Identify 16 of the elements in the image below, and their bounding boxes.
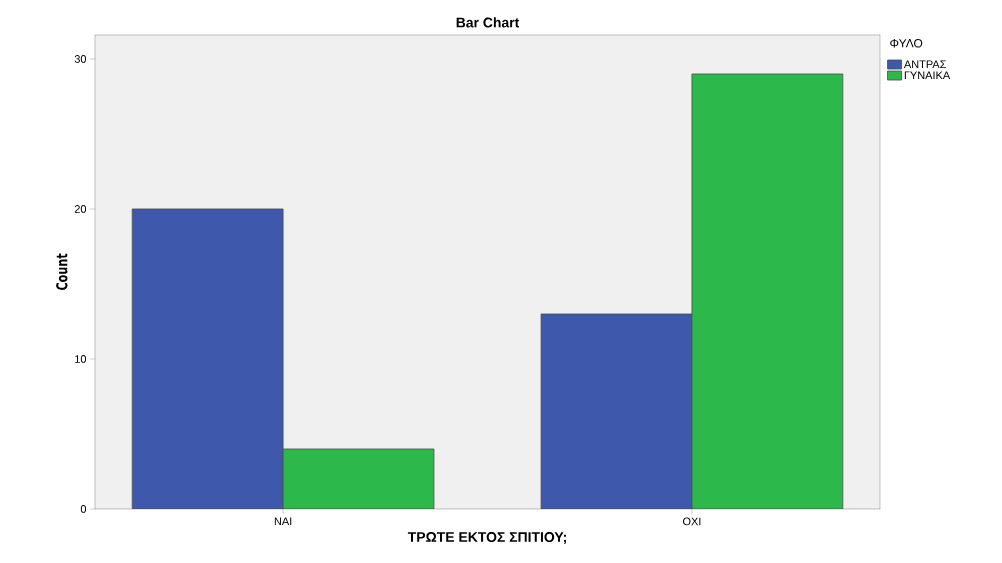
bar bbox=[282, 448, 435, 509]
legend-label: ΑΝΤΡΑΣ bbox=[903, 60, 946, 69]
bar bbox=[540, 313, 693, 509]
y-tick-label: 10 bbox=[75, 355, 87, 363]
chart-title: Bar Chart bbox=[456, 17, 520, 28]
x-tick-label: ΝΑΙ bbox=[274, 517, 292, 526]
legend-label: ΓΥΝΑΙΚΑ bbox=[904, 71, 951, 80]
x-axis-title: ΤΡΩΤΕ ΕΚΤΟΣ ΣΠΙΤΙΟΥ; bbox=[407, 532, 566, 544]
y-tick-label: 30 bbox=[74, 55, 87, 63]
x-tick-label: ΟΧΙ bbox=[683, 517, 701, 526]
y-tick-label: 0 bbox=[80, 505, 87, 513]
bar bbox=[131, 208, 284, 509]
y-axis-title: Count bbox=[56, 253, 68, 291]
y-tick-label: 20 bbox=[74, 205, 87, 213]
legend-title: ΦΥΛΟ bbox=[890, 39, 923, 48]
bar bbox=[691, 73, 844, 509]
